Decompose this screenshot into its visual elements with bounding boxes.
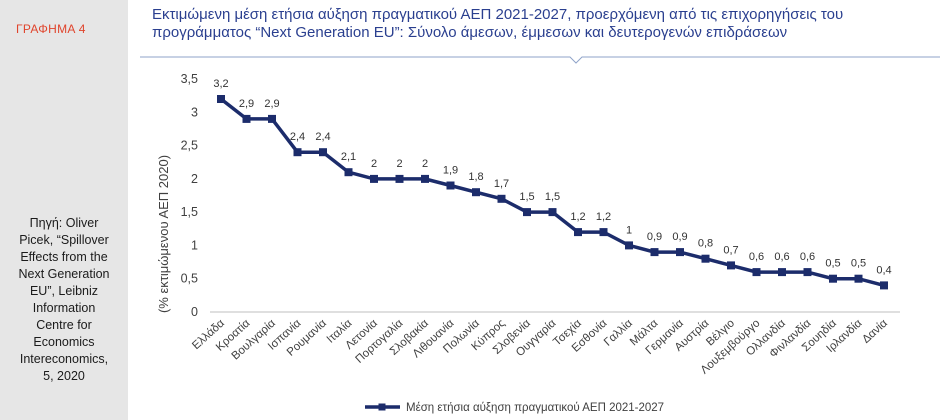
data-label: 0,6: [774, 251, 789, 263]
data-label: 2: [422, 158, 428, 170]
data-points: [217, 95, 888, 290]
y-tick-label: 0: [191, 305, 198, 319]
data-point: [523, 208, 531, 217]
legend-marker: [378, 403, 386, 411]
legend-label: Μέση ετήσια αύξηση πραγματικού ΑΕΠ 2021-…: [406, 402, 664, 414]
y-tick-label: 2,5: [181, 139, 198, 153]
data-point: [344, 168, 353, 177]
data-label: 0,5: [825, 258, 840, 270]
data-label: 1: [626, 224, 632, 236]
title-divider: [140, 56, 940, 64]
y-tick-label: 2: [191, 172, 198, 186]
data-point: [829, 274, 837, 283]
y-tick-label: 1,5: [181, 205, 198, 219]
data-label: 2: [371, 158, 377, 170]
data-point: [880, 281, 888, 290]
sidebar: ΓΡΑΦΗΜΑ 4 Πηγή: Oliver Picek, “Spillover…: [0, 0, 128, 420]
data-point: [803, 268, 812, 277]
data-point: [854, 274, 863, 283]
data-label: 2,4: [315, 131, 330, 143]
data-point: [752, 268, 761, 277]
data-label: 0,8: [698, 238, 713, 250]
data-label: 1,2: [596, 211, 611, 223]
data-point: [548, 208, 557, 217]
data-point: [727, 261, 735, 270]
category-labels: ΕλλάδαΚροατίαΒουλγαρίαΙσπανίαΡουμανίαΙτα…: [190, 317, 890, 377]
data-point: [778, 268, 786, 277]
figure-label: ΓΡΑΦΗΜΑ 4: [16, 22, 86, 36]
data-point: [421, 174, 429, 183]
data-label: 0,9: [647, 231, 662, 243]
y-tick-label: 0,5: [181, 272, 198, 286]
data-label: 2,9: [264, 98, 279, 110]
y-tick-label: 3,5: [181, 72, 198, 86]
chart-title: Εκτιμώμενη μέση ετήσια αύξηση πραγματικο…: [152, 6, 844, 41]
data-label: 1,9: [443, 165, 458, 177]
data-point: [319, 148, 327, 157]
data-point: [293, 148, 302, 157]
data-label: 2,4: [290, 131, 305, 143]
data-label: 0,7: [723, 244, 738, 256]
data-label: 1,5: [545, 191, 560, 203]
y-axis-label: (% εκτιμώμενου ΑΕΠ 2020): [156, 155, 171, 313]
data-point: [574, 228, 582, 237]
data-point: [650, 248, 659, 257]
data-point: [472, 188, 480, 197]
data-point: [242, 114, 251, 123]
data-point: [395, 174, 404, 183]
y-axis-ticks: 0 0,5 1 1,5 2 2,5 3 3,5: [181, 72, 198, 319]
data-label: 0,5: [851, 258, 866, 270]
data-point: [446, 181, 455, 190]
data-labels: 3,2 2,9 2,9 2,4 2,4 2,1 2 2 2 1,9 1,8 1,7 1,5 1,5 1,2 1…: [213, 78, 891, 276]
x-category-label: Γαλλία: [602, 317, 635, 349]
line-chart: (% εκτιμώμενου ΑΕΠ 2020) 0 0,5 1 1,5 2 2,5 3 3,…: [156, 72, 900, 414]
data-point: [676, 248, 684, 257]
data-label: 1,8: [468, 171, 483, 183]
source-note: Πηγή: Oliver Picek, “Spillover Effects f…: [18, 216, 110, 383]
data-point: [625, 241, 633, 250]
data-point: [217, 95, 225, 103]
data-point: [370, 174, 378, 183]
y-tick-label: 1: [191, 238, 198, 252]
data-label: 0,6: [749, 251, 764, 263]
data-label: 1,2: [570, 211, 585, 223]
data-point: [599, 228, 608, 237]
data-point: [268, 114, 276, 123]
data-label: 3,2: [213, 78, 228, 90]
data-label: 0,6: [800, 251, 815, 263]
data-label: 1,5: [519, 191, 534, 203]
data-point: [701, 254, 710, 263]
data-label: 2,9: [239, 98, 254, 110]
data-point: [497, 194, 506, 203]
data-label: 2,1: [341, 151, 356, 163]
data-label: 0,4: [876, 264, 891, 276]
y-tick-label: 3: [191, 105, 198, 119]
data-label: 1,7: [494, 178, 509, 190]
data-label: 2: [396, 158, 402, 170]
data-label: 0,9: [672, 231, 687, 243]
legend: Μέση ετήσια αύξηση πραγματικού ΑΕΠ 2021-…: [365, 402, 664, 414]
x-category-label: Δανία: [860, 317, 890, 346]
